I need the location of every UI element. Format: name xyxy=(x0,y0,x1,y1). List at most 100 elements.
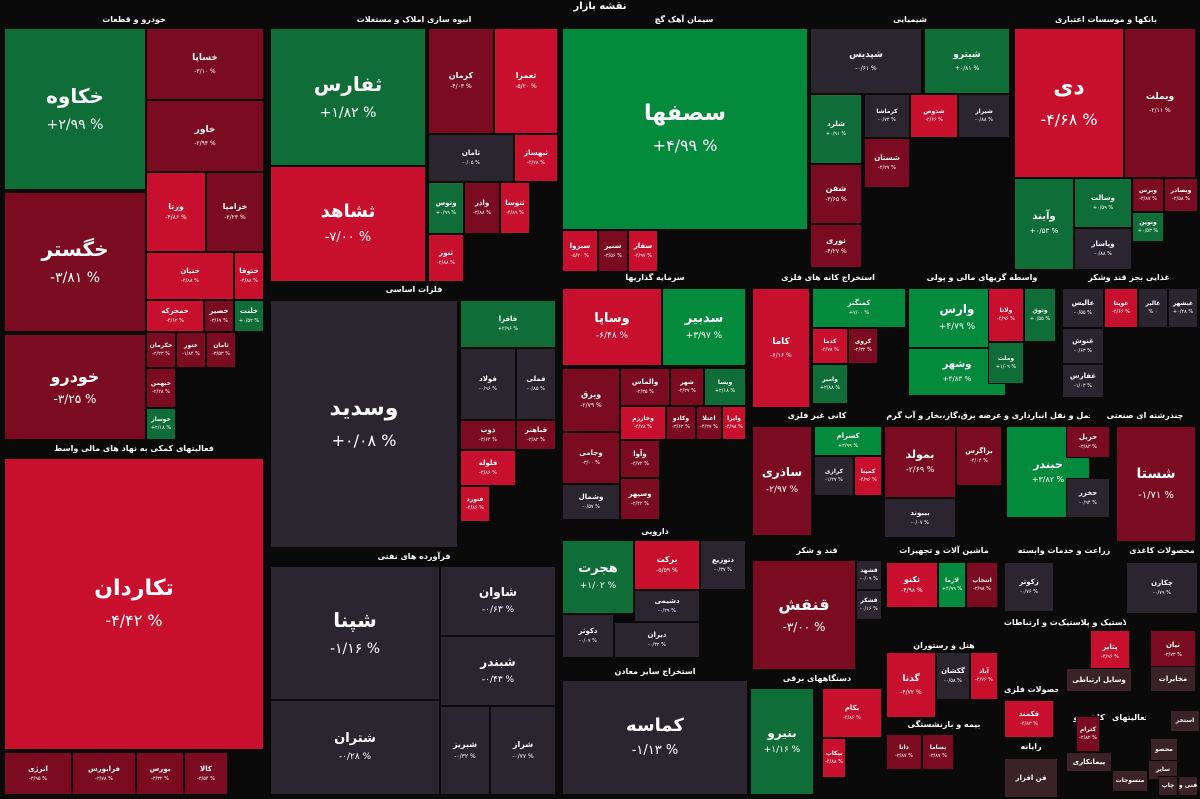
tile-وبرق[interactable]: وبرق -۲/۷۹ % xyxy=(562,368,620,432)
tile-ذوب[interactable]: ذوب -۳/۶۴ % xyxy=(460,420,516,450)
tile-شستان[interactable]: شستان -۴/۲۷ % xyxy=(864,138,910,188)
tile-دکوثر[interactable]: دکوثر -۰/۰۷ % xyxy=(562,614,614,658)
tile-برکت[interactable]: برکت -۵/۵۹ % xyxy=(634,540,700,590)
tile-کرازی[interactable]: کرازی -۱/۲۷ % xyxy=(814,456,854,496)
tile-مخابرات[interactable]: مخابرات xyxy=(1150,666,1196,692)
tile-ثفارس[interactable]: ثفارس +۱/۸۲ % xyxy=(270,28,426,166)
tile-دشیمی[interactable]: دشیمی -۰/۲۹ % xyxy=(634,590,700,622)
tile-شتران[interactable]: شتران -۰/۲۸ % xyxy=(270,700,440,795)
tile-غنوش[interactable]: غنوش -۰/۶۳ % xyxy=(1062,328,1104,364)
tile-وملت[interactable]: وملت +۱/۰۹ % xyxy=(988,342,1024,384)
tile-تکنو[interactable]: تکنو -۴/۹۸ % xyxy=(886,562,938,608)
tile-کترام[interactable]: کترام -۲/۸۲ % xyxy=(1076,716,1100,752)
tile-وسدید[interactable]: وسدید +۰/۰۸ % xyxy=(270,300,458,548)
tile-قشهد[interactable]: قشهد -۰/۰۹ % xyxy=(856,560,882,590)
tile-اعتلا[interactable]: اعتلا -۴/۲۷ % xyxy=(696,406,722,440)
tile-ولانا[interactable]: ولانا -۴/۹۶ % xyxy=(988,288,1024,342)
tile-خمحرکه[interactable]: خمحرکه -۴/۶۲ % xyxy=(146,300,204,332)
tile-ختور[interactable]: ختور -۱/۸۴ % xyxy=(176,332,206,368)
tile-ثشاهد[interactable]: ثشاهد -۷/۰۰ % xyxy=(270,166,426,282)
tile-انرژی[interactable]: انرژی -۳/۹۵ % xyxy=(4,752,72,795)
tile-شیترو[interactable]: شیترو +۰/۸۱ % xyxy=(924,28,1010,94)
tile-فلوله[interactable]: فلوله -۴/۸۶ % xyxy=(460,450,516,486)
tile-وپاسار[interactable]: وپاسار -۰/۸۸ % xyxy=(1074,228,1132,270)
tile-دانا[interactable]: دانا -۳/۸۷ % xyxy=(886,734,922,770)
tile-بساما[interactable]: بساما -۳/۸۷ % xyxy=(922,734,954,770)
tile-دتوزیع[interactable]: دتوزیع -۰/۳۷ % xyxy=(700,540,746,590)
tile-والماس[interactable]: والماس -۲/۳۵ % xyxy=(620,368,670,406)
tile-خنیان[interactable]: خنیان -۴/۸۸ % xyxy=(146,252,234,300)
tile-کمنگنز[interactable]: کمنگنز +۷/۰۰ % xyxy=(812,288,906,328)
tile-غبشهر[interactable]: غبشهر +۰/۲۸ % xyxy=(1168,288,1198,328)
tile-وسایل ارتباطی[interactable]: وسایل ارتباطی xyxy=(1066,668,1132,692)
tile-وآیند[interactable]: وآیند +۰/۵۳ % xyxy=(1014,178,1074,270)
tile-ختوقا[interactable]: ختوقا -۴/۸۸ % xyxy=(234,252,264,300)
tile-وخارزم[interactable]: وخارزم -۴/۷۸ % xyxy=(620,406,666,440)
tile-بمولد[interactable]: بمولد -۲/۶۹ % xyxy=(884,426,956,498)
tile-فملی[interactable]: فملی -۰/۸۵ % xyxy=(516,348,556,420)
tile-بنیرو[interactable]: بنیرو +۱/۱۶ % xyxy=(750,688,814,795)
tile-کمینا[interactable]: کمینا -۴/۹۶ % xyxy=(854,456,882,496)
tile-شفن[interactable]: شفن -۳/۶۵ % xyxy=(810,164,862,224)
tile-نیان[interactable]: نیان -۳/۷۳ % xyxy=(1150,630,1196,670)
tile-کاما[interactable]: کاما -۶/۱۶ % xyxy=(752,288,810,408)
tile-منسوجات[interactable]: منسوجات xyxy=(1112,770,1148,792)
tile-وسپهر[interactable]: وسپهر -۲/۴۲ % xyxy=(620,478,660,520)
tile-غفارس[interactable]: غفارس -۱/۰۳ % xyxy=(1062,364,1104,398)
tile-شاوان[interactable]: شاوان -۰/۶۳ % xyxy=(440,566,556,636)
tile-سدبیر[interactable]: سدبیر +۳/۹۷ % xyxy=(662,288,746,366)
tile-وسالت[interactable]: وسالت +۰/۵۹ % xyxy=(1074,178,1132,228)
tile-چکارن[interactable]: چکارن -۰/۷۹ % xyxy=(1126,562,1198,614)
tile-هجرت[interactable]: هجرت +۱/۰۲ % xyxy=(562,540,634,614)
tile-آباد[interactable]: آباد -۴/۷۶ % xyxy=(970,652,998,700)
tile-خبهمن[interactable]: خبهمن -۲/۲۸ % xyxy=(146,368,176,408)
tile-خوساز[interactable]: خوساز +۲/۱۸ % xyxy=(146,408,176,440)
tile-وساپا[interactable]: وساپا -۶/۴۸ % xyxy=(562,288,662,366)
tile-شبندر[interactable]: شبندر -۰/۴۳ % xyxy=(440,636,556,706)
tile-ثعمرا[interactable]: ثعمرا -۵/۲۰ % xyxy=(494,28,558,134)
tile-کدما[interactable]: کدما -۴/۷۸ % xyxy=(812,328,848,364)
tile-شلرد[interactable]: شلرد +۰/۹۱ % xyxy=(810,94,862,164)
tile-خکاوه[interactable]: خکاوه +۲/۹۹ % xyxy=(4,28,146,190)
tile-وتوس[interactable]: وتوس +۰/۹۹ % xyxy=(428,182,464,234)
tile-کالا[interactable]: کالا -۳/۵۴ % xyxy=(184,752,228,795)
tile-خزامیا[interactable]: خزامیا -۲/۲۳ % xyxy=(206,172,264,252)
tile-قشکر[interactable]: قشکر -۰/۱۶ % xyxy=(856,590,882,620)
tile-وکادو[interactable]: وکادو -۳/۶۲ % xyxy=(666,406,696,440)
tile-وجامی[interactable]: وجامی -۳/۰۰ % xyxy=(562,432,620,484)
tile-شستا[interactable]: شستا -۱/۷۱ % xyxy=(1116,426,1196,542)
tile-فکمند[interactable]: فکمند -۴/۸۳ % xyxy=(1004,700,1054,738)
tile-بیبوند[interactable]: بیبوند -۰/۰۷ % xyxy=(884,498,956,538)
tile-غویتا[interactable]: غویتا -۴/۶۶ % xyxy=(1104,288,1138,328)
tile-ثامان[interactable]: ثامان -۳/۵۳ % xyxy=(206,332,236,368)
tile-کرماشا[interactable]: کرماشا -۰/۷۴ % xyxy=(864,94,910,138)
tile-وبصادر[interactable]: وبصادر -۲/۵۸ % xyxy=(1164,178,1198,212)
tile-فنی و[interactable]: فنی و xyxy=(1178,776,1198,796)
tile-خگستر[interactable]: خگستر -۳/۸۱ % xyxy=(4,192,146,332)
tile-خودرو[interactable]: خودرو -۳/۲۵ % xyxy=(4,334,146,440)
tile-شپدیس[interactable]: شپدیس -۰/۶۱ % xyxy=(810,28,922,94)
tile-تکاردان[interactable]: تکاردان -۴/۴۲ % xyxy=(4,458,264,750)
tile-بزاگرس[interactable]: بزاگرس -۴/۰۴ % xyxy=(956,426,1002,486)
tile-گدنا[interactable]: گدنا -۴/۷۲ % xyxy=(886,652,936,718)
tile-ورنا[interactable]: ورنا -۴/۸۶ % xyxy=(146,172,206,252)
tile-فافزا[interactable]: فافزا +۲/۹۶ % xyxy=(460,300,556,348)
tile-وبرس[interactable]: وبرس -۳/۸۷ % xyxy=(1132,178,1164,212)
tile-ثبهساز[interactable]: ثبهساز -۴/۷۸ % xyxy=(514,134,558,182)
tile-شدوص[interactable]: شدوص -۴/۶۶ % xyxy=(910,94,958,138)
tile-زکوثر[interactable]: زکوثر -۰/۷۶ % xyxy=(1004,562,1054,612)
tile-استخر[interactable]: استخر xyxy=(1170,710,1200,732)
tile-کرمان[interactable]: کرمان -۴/۰۳ % xyxy=(428,28,494,134)
tile-وبملت[interactable]: وبملت -۲/۱۱ % xyxy=(1124,28,1196,178)
tile-خاور[interactable]: خاور -۲/۹۴ % xyxy=(146,100,264,172)
tile-وشمال[interactable]: وشمال -۰/۵۷ % xyxy=(562,484,620,520)
tile-پیمانکاری[interactable]: پیمانکاری xyxy=(1066,752,1112,772)
tile-خلنت[interactable]: خلنت +۰/۵۲ % xyxy=(234,300,264,332)
tile-بکام[interactable]: بکام -۴/۸۶ % xyxy=(822,688,882,738)
tile-بورس[interactable]: بورس -۳/۳۲ % xyxy=(136,752,184,795)
tile-عالیس[interactable]: عالیس -۰/۵۵ % xyxy=(1062,288,1104,328)
tile-خصیر[interactable]: خصیر -۳/۶۷ % xyxy=(204,300,234,332)
tile-فرابورس[interactable]: فرابورس -۳/۷۸ % xyxy=(72,752,136,795)
tile-حریل[interactable]: حریل -۳/۸۳ % xyxy=(1066,426,1110,458)
tile-سصفها[interactable]: سصفها +۴/۹۹ % xyxy=(562,28,808,230)
